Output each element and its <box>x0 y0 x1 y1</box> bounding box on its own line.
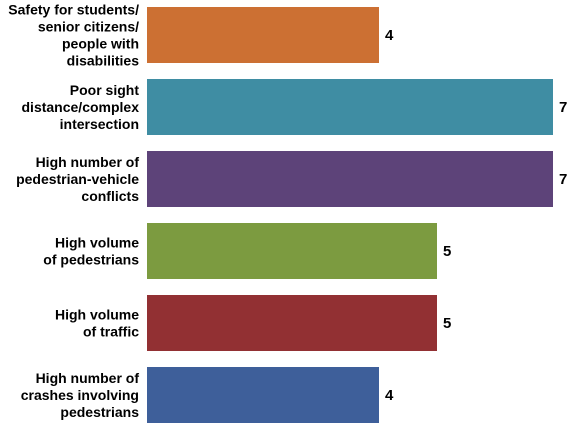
category-label-1: Safety for students/senior citizens/peop… <box>8 1 139 68</box>
value-label-3: 7 <box>559 171 567 188</box>
category-label-4: High volume of pedestrians <box>43 234 139 267</box>
bar-3 <box>147 151 553 207</box>
category-label-2: Poor sight distance/complex intersection <box>22 82 140 132</box>
category-label-6: High number of crashes involving pedestria… <box>21 370 140 420</box>
value-label-5: 5 <box>443 315 451 332</box>
bar-2 <box>147 79 553 135</box>
category-label-3: High number of pedestrian-vehicle conflict… <box>16 154 139 204</box>
value-label-4: 5 <box>443 243 451 260</box>
category-label-5: High volume of traffic <box>55 306 139 339</box>
value-label-1: 4 <box>385 27 394 44</box>
value-label-2: 7 <box>559 99 567 116</box>
bar-4 <box>147 223 437 279</box>
bar-5 <box>147 295 437 351</box>
value-label-6: 4 <box>385 387 394 404</box>
bar-1 <box>147 7 379 63</box>
bar-6 <box>147 367 379 423</box>
